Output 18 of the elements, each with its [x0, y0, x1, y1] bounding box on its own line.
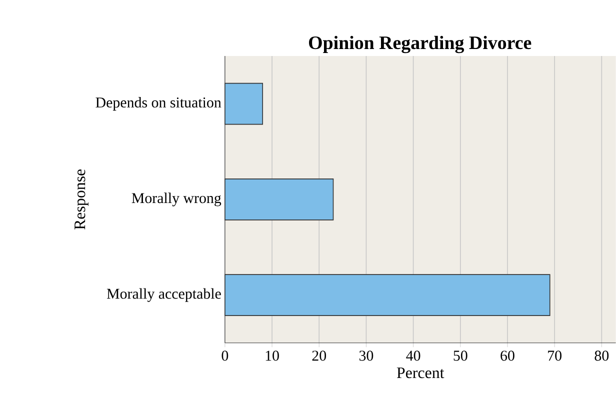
x-tick-label: 50: [454, 350, 468, 361]
x-tick-label: 20: [312, 350, 326, 361]
y-tick-label: Morally wrong: [132, 192, 222, 206]
bar: [224, 82, 264, 125]
x-tick-label: 10: [266, 350, 279, 361]
y-tick-label: Morally acceptable: [106, 288, 221, 302]
bar: [224, 274, 550, 316]
chart-title: Opinion Regarding Divorce: [309, 36, 532, 54]
x-tick-label: 80: [594, 350, 609, 361]
x-axis-title: Percent: [396, 368, 444, 378]
bar: [224, 178, 334, 220]
x-tick-label: 70: [548, 350, 562, 361]
x-tick-label: 60: [500, 350, 514, 361]
x-tick-label: 40: [406, 350, 420, 361]
y-tick-label: Depends on situation: [96, 97, 222, 111]
x-tick-label: 0: [222, 350, 228, 361]
x-tick-label: 30: [359, 350, 374, 361]
y-axis-title: Response: [74, 170, 88, 230]
